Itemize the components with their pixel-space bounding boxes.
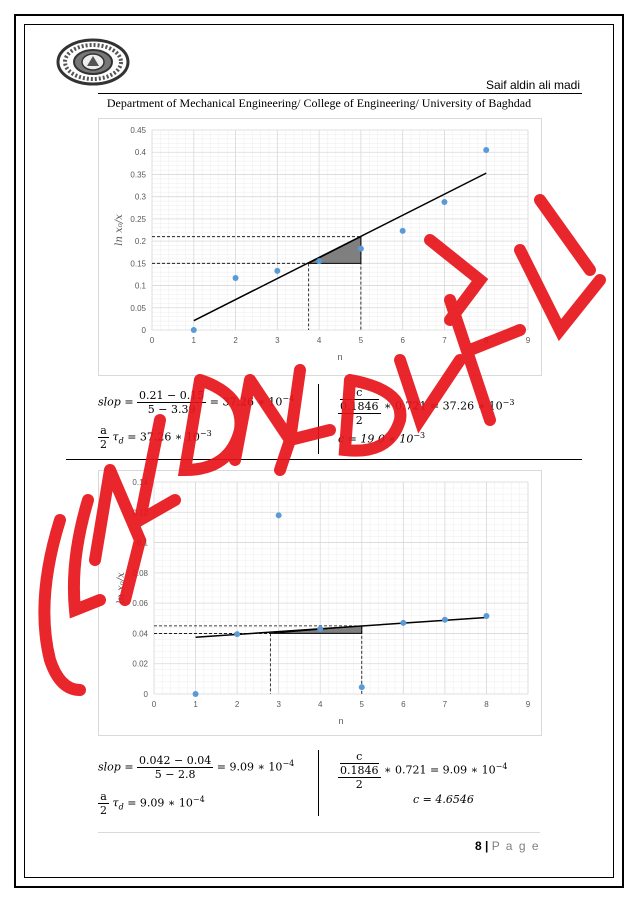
y-tick-label: 0.02 xyxy=(132,660,148,669)
trendline xyxy=(193,172,487,322)
y-tick-label: 0.45 xyxy=(130,126,146,135)
y-tick-label: 0.12 xyxy=(132,508,148,517)
y-tick-label: 0.35 xyxy=(130,170,146,179)
y-tick-label: 0.25 xyxy=(130,215,146,224)
x-tick-label: 0 xyxy=(152,700,157,709)
data-point xyxy=(441,616,448,623)
y-tick-label: 0.2 xyxy=(135,237,147,246)
data-point xyxy=(234,631,241,638)
data-point xyxy=(190,327,197,333)
data-point xyxy=(192,691,199,697)
c-equation-1: c 0.1846 2 ∗ 0.721 = 37.26 ∗ 10−3 xyxy=(338,386,515,427)
x-tick-label: 4 xyxy=(317,336,322,345)
data-point xyxy=(358,684,365,691)
y-tick-label: 0.4 xyxy=(135,148,147,157)
data-point xyxy=(400,619,407,626)
y-axis-label: ln x₀/x xyxy=(116,572,127,604)
chart-2: 0 1 2 3 4 5 6 7 8 9 0 0.02 0.04 0.06 0.08 0.1 0.12 0.14 n l… xyxy=(98,470,542,736)
equation-divider-2 xyxy=(318,750,319,816)
data-point xyxy=(483,147,490,153)
y-tick-label: 0.1 xyxy=(137,539,149,548)
section-separator xyxy=(66,459,582,460)
slope-equation-1: slop = 0.21 − 0.15 5 − 3.39 = 37.26 ∗ 10−… xyxy=(98,389,295,416)
data-point xyxy=(232,275,239,281)
x-tick-label: 9 xyxy=(526,700,531,709)
x-tick-label: 3 xyxy=(275,336,280,345)
x-tick-label: 2 xyxy=(233,336,238,345)
data-point xyxy=(317,625,324,632)
y-tick-label: 0 xyxy=(144,690,149,699)
x-tick-label: 7 xyxy=(442,336,447,345)
x-tick-label: 5 xyxy=(359,336,364,345)
x-tick-label: 9 xyxy=(526,336,531,345)
y-tick-label: 0.05 xyxy=(130,304,146,313)
data-point xyxy=(316,258,323,265)
department-line: Department of Mechanical Engineering/ Co… xyxy=(106,96,532,110)
x-axis-label: n xyxy=(337,352,342,362)
x-tick-label: 1 xyxy=(193,700,198,709)
y-tick-label: 0.1 xyxy=(135,282,147,291)
y-tick-label: 0.06 xyxy=(132,599,148,608)
x-tick-label: 6 xyxy=(400,336,405,345)
x-tick-label: 1 xyxy=(192,336,197,345)
data-point xyxy=(441,199,448,205)
page-outer-border xyxy=(14,14,624,888)
x-tick-label: 0 xyxy=(150,336,155,345)
author-name: Saif aldin ali madi xyxy=(485,78,580,92)
y-tick-label: 0.3 xyxy=(135,193,147,202)
equation-divider-1 xyxy=(318,384,319,454)
x-tick-label: 6 xyxy=(401,700,406,709)
y-tick-label: 0.15 xyxy=(130,259,146,268)
x-tick-label: 7 xyxy=(443,700,448,709)
trendline xyxy=(195,616,487,638)
x-tick-label: 8 xyxy=(484,700,489,709)
c-equation-2: c 0.1846 2 ∗ 0.721 = 9.09 ∗ 10−4 xyxy=(338,750,508,791)
x-tick-label: 5 xyxy=(360,700,365,709)
header-rule xyxy=(98,93,582,94)
x-tick-label: 8 xyxy=(484,336,489,345)
data-point xyxy=(357,245,364,252)
data-point xyxy=(399,227,406,234)
y-tick-label: 0.08 xyxy=(132,569,148,578)
page-number: 8 xyxy=(474,839,482,853)
page-inner-border xyxy=(24,24,614,878)
chart-1: 0 1 2 3 4 5 6 7 8 9 0 0.05 0.1 0.15 0.2 0.25 0.3 0.35 0.4 0… xyxy=(98,118,542,376)
chart-1-svg: 0 1 2 3 4 5 6 7 8 9 0 0.05 0.1 0.15 0.2 0.25 0.3 0.35 0.4 0… xyxy=(98,118,542,376)
footer-divider: | xyxy=(484,839,489,853)
data-point xyxy=(275,512,282,519)
chart-2-svg: 0 1 2 3 4 5 6 7 8 9 0 0.02 0.04 0.06 0.08 0.1 0.12 0.14 n l… xyxy=(98,470,542,736)
x-tick-label: 4 xyxy=(318,700,323,709)
y-axis-label: ln x₀/x xyxy=(114,214,125,246)
c-result-2: c = 4.6546 xyxy=(413,793,474,806)
y-tick-label: 0.04 xyxy=(132,629,148,638)
data-point xyxy=(483,613,490,620)
page-footer: 8 | P a g e xyxy=(475,839,540,853)
slope-equation-2: slop = 0.042 − 0.04 5 − 2.8 = 9.09 ∗ 10−4 xyxy=(98,754,295,781)
page-label: P a g e xyxy=(491,839,540,853)
y-tick-label: 0 xyxy=(142,326,147,335)
x-axis-label: n xyxy=(338,716,343,726)
c-result-1: c = 19.0 ∗ 10−3 xyxy=(338,431,426,446)
footer-rule xyxy=(98,832,540,833)
x-tick-label: 3 xyxy=(276,700,281,709)
y-tick-label: 0.14 xyxy=(132,478,148,487)
data-point xyxy=(274,267,281,274)
x-tick-label: 2 xyxy=(235,700,240,709)
university-logo xyxy=(56,38,130,86)
